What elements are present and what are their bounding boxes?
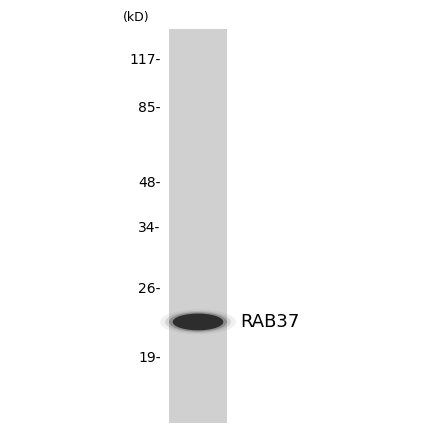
Ellipse shape: [165, 311, 231, 333]
Text: 34-: 34-: [138, 221, 161, 235]
Ellipse shape: [169, 312, 227, 332]
Text: 48-: 48-: [138, 176, 161, 190]
Text: 85-: 85-: [138, 101, 161, 115]
Text: (kD): (kD): [123, 11, 150, 24]
Text: RAB37: RAB37: [240, 313, 299, 331]
Ellipse shape: [160, 310, 236, 334]
Ellipse shape: [172, 314, 224, 330]
Text: 117-: 117-: [129, 52, 161, 67]
Text: 26-: 26-: [138, 282, 161, 296]
Text: 19-: 19-: [138, 351, 161, 365]
Bar: [169, 29, 227, 423]
